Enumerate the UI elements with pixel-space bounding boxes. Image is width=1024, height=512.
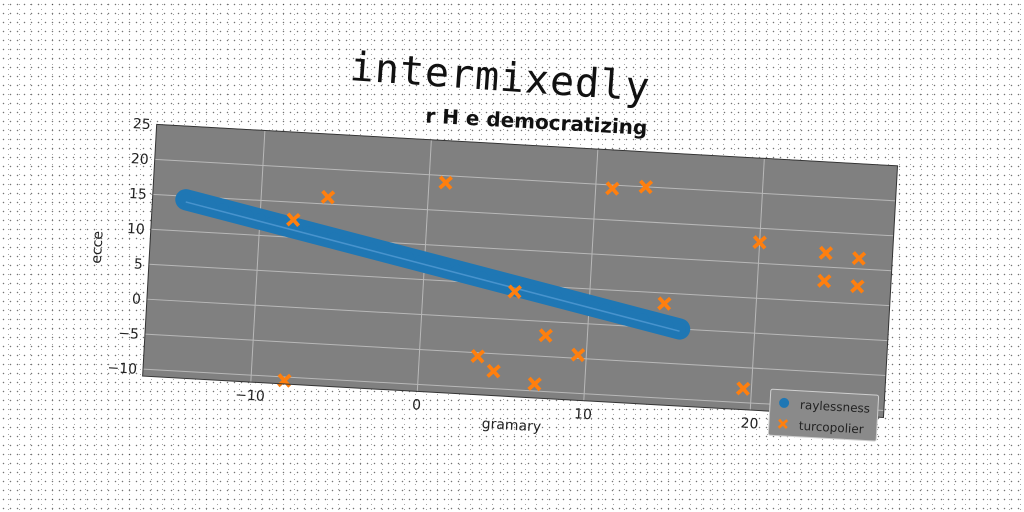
y-gridline	[154, 158, 896, 202]
turcopolier-point	[538, 328, 553, 343]
turcopolier-point	[817, 273, 832, 289]
legend-label-turcopolier: turcopolier	[798, 419, 864, 437]
turcopolier-point	[638, 179, 654, 195]
legend-marker-turcopolier	[777, 418, 789, 430]
turcopolier-points	[277, 175, 867, 424]
x-tick-label: 10	[574, 406, 593, 423]
turcopolier-point	[438, 175, 453, 190]
plot-area	[142, 124, 898, 418]
raylessness-band	[175, 189, 691, 340]
turcopolier-point	[657, 296, 672, 311]
y-gridline	[142, 368, 884, 411]
y-tick-label: 10	[127, 221, 146, 238]
turcopolier-point	[286, 212, 301, 227]
tick-labels: −10 0 10 20 −10 −5 0 5 10 15 20 25	[107, 116, 759, 433]
legend-label-raylessness: raylessness	[800, 398, 871, 416]
y-tick-label: 0	[132, 291, 142, 307]
y-gridline	[150, 228, 892, 272]
legend-marker-raylessness	[779, 397, 790, 408]
y-tick-label: −5	[118, 326, 140, 343]
x-tick-label: 20	[740, 416, 759, 433]
turcopolier-point	[507, 284, 522, 299]
turcopolier-point	[752, 235, 767, 250]
chart-title: r H e democratizing	[425, 103, 648, 139]
turcopolier-point	[818, 245, 834, 261]
turcopolier-point	[851, 251, 867, 266]
turcopolier-point	[570, 347, 586, 363]
y-gridline	[152, 193, 894, 237]
x-tick-label: −10	[235, 387, 265, 405]
raylessness-highlight	[185, 201, 680, 332]
y-tick-label: 20	[130, 151, 149, 168]
y-tick-label: −10	[107, 360, 137, 378]
y-axis-label: ecce	[89, 231, 107, 264]
y-tick-label: 25	[132, 116, 151, 133]
turcopolier-point	[605, 181, 620, 196]
raylessness-point	[673, 322, 686, 335]
x-tick-label: 0	[412, 397, 422, 413]
y-tick-label: 5	[133, 256, 143, 272]
plot-frame	[142, 123, 899, 419]
turcopolier-point	[320, 189, 336, 205]
legend-box	[767, 388, 880, 442]
legend: raylessness turcopolier	[767, 388, 880, 442]
turcopolier-point	[527, 376, 542, 392]
turcopolier-point	[470, 349, 485, 364]
x-axis-label: gramary	[481, 416, 541, 435]
y-tick-label: 15	[128, 186, 147, 203]
chart-root: r H e democratizing −10 0 10 20 −10 −5 0 5 10 15 2…	[89, 103, 899, 442]
y-gridline	[146, 298, 888, 342]
turcopolier-point	[735, 381, 751, 396]
y-gridline	[144, 333, 886, 377]
turcopolier-point	[850, 279, 865, 294]
turcopolier-point	[486, 363, 501, 379]
